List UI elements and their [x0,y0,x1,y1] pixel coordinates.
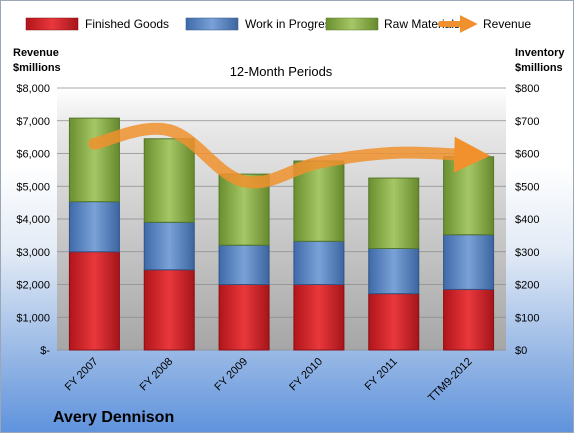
bar-work-in-progress [368,247,420,295]
bar-raw-materials [143,138,195,223]
right-axis-label-line2: $millions [515,62,563,74]
x-tick-label: FY 2007 [63,356,101,394]
x-tick-label: FY 2011 [363,356,400,393]
revenue-line-layer [88,122,491,189]
legend: Finished Goods Work in Progress Raw Mate… [25,15,531,33]
legend-label-work-in-progress: Work in Progress [245,17,337,31]
bar-work-in-progress [293,240,345,286]
right-tick-label: $300 [515,247,539,259]
x-tick-label: TTM9-2012 [426,356,475,405]
right-tick-label: $700 [515,116,539,128]
x-tick-label: FY 2009 [212,356,250,394]
revenue-line [88,122,491,189]
bar-finished-goods [368,293,420,351]
left-tick-label: $3,000 [16,247,50,259]
right-tick-label: $200 [515,280,539,292]
x-tick-label: FY 2010 [287,356,325,394]
right-tick-label: $100 [515,312,539,324]
bar-finished-goods [143,269,195,351]
legend-label-revenue: Revenue [483,17,531,31]
bar-work-in-progress [443,234,495,290]
left-tick-label: $8,000 [16,83,50,95]
right-tick-label: $800 [515,83,539,95]
right-tick-label: $600 [515,149,539,161]
x-axis: FY 2007 FY 2008 FY 2009 FY 2010 FY 2011 TTM9-… [63,356,475,405]
legend-label-finished-goods: Finished Goods [85,17,169,31]
chart-subtitle: 12-Month Periods [230,64,333,79]
bar-work-in-progress [218,244,270,285]
bar-work-in-progress [68,201,120,253]
bar-raw-materials [293,160,345,242]
left-tick-label: $- [40,345,50,357]
left-tick-label: $4,000 [16,214,50,226]
bar-raw-materials [68,117,120,203]
bar-work-in-progress [143,221,195,271]
right-axis: $0 $100 $200 $300 $400 $500 $600 $700 $800 [515,83,539,357]
left-tick-label: $2,000 [16,280,50,292]
right-tick-label: $500 [515,181,539,193]
bar-raw-materials [443,156,495,236]
x-tick-label: FY 2008 [138,356,176,394]
company-name: Avery Dennison [53,409,174,426]
left-tick-label: $7,000 [16,116,50,128]
legend-swatch-finished-goods [25,17,79,31]
right-tick-label: $0 [515,345,527,357]
legend-label-raw-materials: Raw Materials [384,17,460,31]
left-tick-label: $5,000 [16,181,50,193]
bar-raw-materials [368,177,420,249]
bar-finished-goods [443,288,495,351]
right-axis-label-line1: Inventory [515,47,565,59]
left-tick-label: $1,000 [16,312,50,324]
bar-finished-goods [218,284,270,351]
left-axis-label-line2: $millions [13,62,61,74]
left-axis-label-line1: Revenue [13,47,59,59]
bar-finished-goods [68,251,120,351]
left-tick-label: $6,000 [16,149,50,161]
legend-swatch-work-in-progress [185,17,239,31]
legend-swatch-raw-materials [325,17,379,31]
right-tick-label: $400 [515,214,539,226]
bar-finished-goods [293,284,345,351]
left-axis: $- $1,000 $2,000 $3,000 $4,000 $5,000 $6,000 $7… [16,83,50,357]
